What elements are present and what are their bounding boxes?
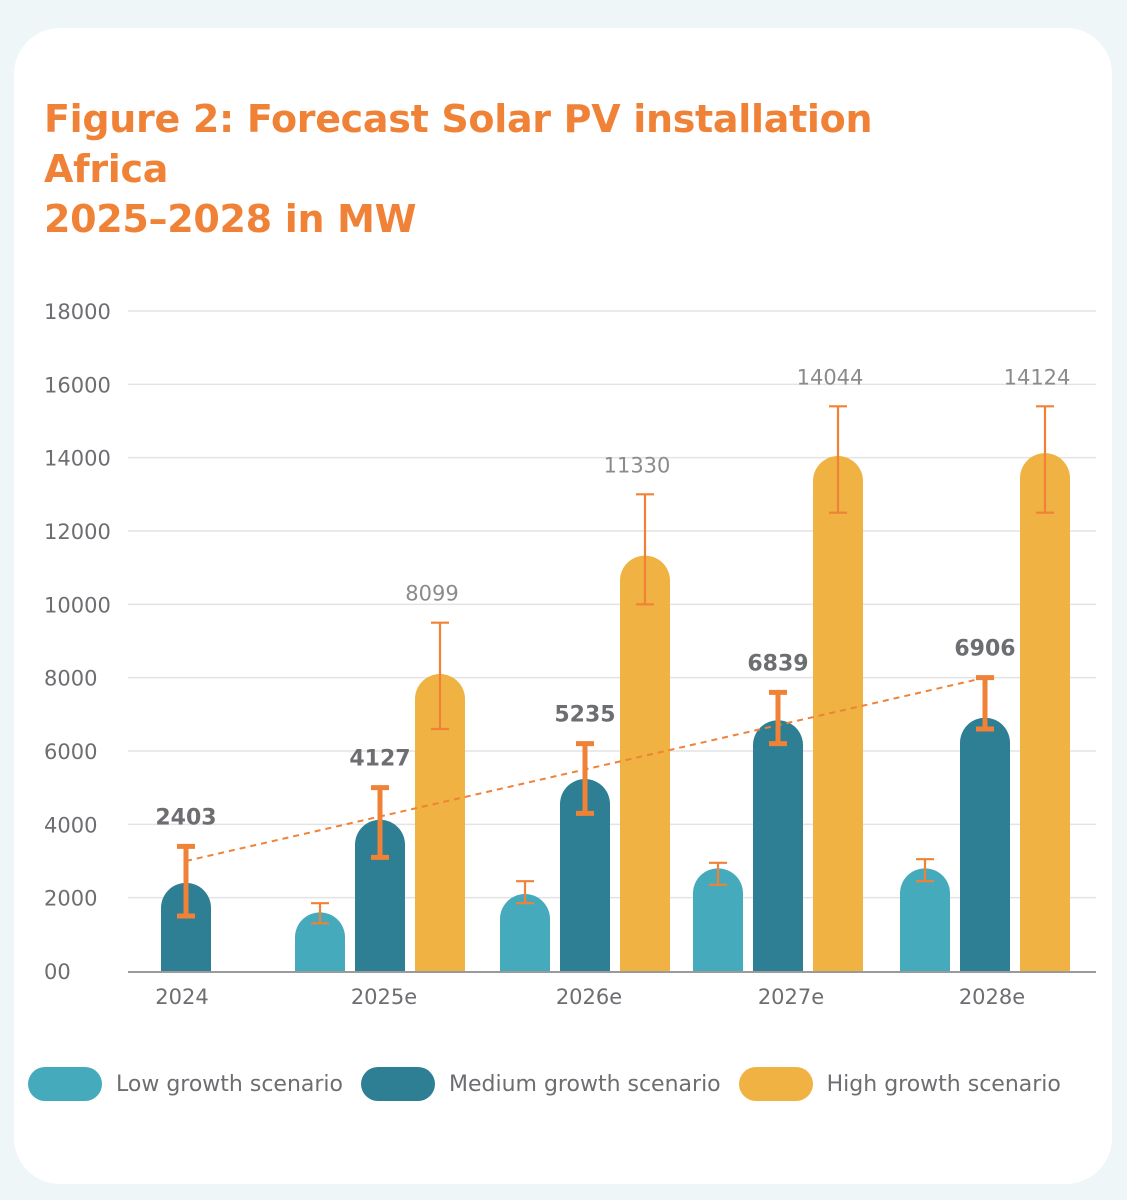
data-label-medium: 2403 <box>155 805 216 830</box>
chart-legend: Low growth scenario Medium growth scenar… <box>28 1064 1118 1104</box>
legend-swatch-medium <box>361 1067 435 1101</box>
y-tick-label: 8000 <box>44 667 97 691</box>
data-label-medium: 6839 <box>747 651 808 676</box>
y-tick-label: 10000 <box>44 593 111 617</box>
x-tick-label: 2024 <box>155 985 208 1009</box>
chart-card <box>14 28 1112 1184</box>
data-label-high: 14124 <box>1004 365 1071 389</box>
bar-low-2026e <box>500 894 550 971</box>
x-tick-label: 2026e <box>556 985 622 1009</box>
legend-label-high: High growth scenario <box>826 1071 1061 1097</box>
x-tick-label: 2027e <box>758 985 824 1009</box>
trendline <box>185 676 986 862</box>
bar-high-2025e <box>415 674 465 971</box>
legend-item-low: Low growth scenario <box>28 1067 343 1101</box>
y-tick-label: 18000 <box>44 300 111 324</box>
data-label-high: 8099 <box>405 582 458 606</box>
y-tick-label: 16000 <box>44 373 111 397</box>
legend-swatch-low <box>28 1067 102 1101</box>
y-tick-label: 14000 <box>44 447 111 471</box>
y-tick-label: 6000 <box>44 740 97 764</box>
bar-medium-2026e <box>560 779 610 971</box>
data-label-medium: 5235 <box>554 703 615 728</box>
chart-title-line1: Figure 2: Forecast Solar PV installation… <box>44 97 873 191</box>
legend-item-high: High growth scenario <box>738 1067 1061 1101</box>
y-tick-label: 4000 <box>44 813 97 837</box>
bar-low-2025e <box>295 912 345 971</box>
data-label-high: 14044 <box>797 365 864 389</box>
bar-high-2026e <box>620 555 670 971</box>
x-tick-label: 2028e <box>959 985 1025 1009</box>
chart-title: Figure 2: Forecast Solar PV installation… <box>44 94 1004 244</box>
y-tick-label: 12000 <box>44 520 111 544</box>
legend-swatch-high <box>738 1067 813 1101</box>
data-label-medium: 4127 <box>349 747 410 772</box>
bar-low-2027e <box>693 868 743 971</box>
y-tick-label: 2000 <box>44 887 97 911</box>
bar-medium-2028e <box>960 717 1010 971</box>
bar-low-2028e <box>900 868 950 971</box>
data-label-medium: 6906 <box>954 637 1015 662</box>
bar-high-2028e <box>1020 453 1070 971</box>
data-label-high: 11330 <box>604 453 671 477</box>
x-tick-label: 2025e <box>351 985 417 1009</box>
legend-label-medium: Medium growth scenario <box>449 1071 721 1097</box>
legend-item-medium: Medium growth scenario <box>361 1067 721 1101</box>
bar-medium-2025e <box>355 819 405 971</box>
bar-medium-2024 <box>161 882 211 971</box>
legend-label-low: Low growth scenario <box>116 1071 343 1097</box>
bar-high-2027e <box>813 456 863 971</box>
chart-title-line2: 2025–2028 in MW <box>44 197 417 241</box>
y-tick-label: 00 <box>44 960 71 984</box>
bar-medium-2027e <box>753 720 803 971</box>
